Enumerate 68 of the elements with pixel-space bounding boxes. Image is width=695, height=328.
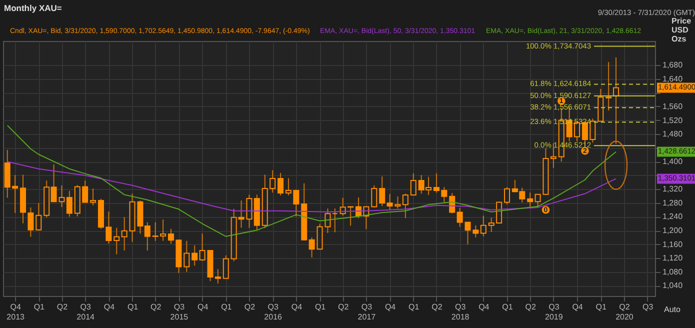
y-tick-label: 1,520 [662,116,684,125]
y-tick-label: 1,480 [662,130,684,139]
x-tick-label: Q3 2018 [451,302,470,322]
x-tick-label: Q3 2019 [545,302,564,322]
candlestick [278,172,284,196]
x-tick-label: Q1 [502,302,514,312]
x-tick-label: Q3 2016 [264,302,283,322]
x-tick-label: Q1 [596,302,608,312]
y-tick-label: 1,040 [662,281,684,290]
y-axis-title: Price USD Ozs [672,16,692,44]
candlestick [222,254,229,279]
line-series [6,124,617,237]
x-tick-label: Q2 [244,302,256,312]
x-tick-label: Q2 [525,302,536,312]
x-tick-label: Q4 [104,302,116,312]
x-tick-label: Q1 [314,302,326,312]
chart-title: Monthly XAU= [4,3,62,13]
x-tick-label: Q4 [291,302,303,312]
candlestick [332,208,338,233]
candlestick [527,192,534,208]
candlestick [410,172,416,196]
candlestick [308,236,315,258]
x-tick-label: Q4 [478,302,490,312]
candlestick [90,188,96,206]
x-tick-label: Q2 [56,302,68,312]
candlestick [379,176,386,207]
candlestick [114,227,120,255]
y-tick-label: 1,320 [662,184,684,194]
candlestick [480,215,486,237]
text: Auto [664,305,682,314]
x-tick-label: Q4 [197,302,209,312]
candlestick [192,244,198,266]
x-tick-label: Q3 2015 [170,302,189,322]
y-tick-label: 1,160 [662,240,684,249]
y-tick-label: 1,240 [662,212,684,222]
x-tick-label: Q4 [572,302,584,312]
candlestick [456,207,463,228]
candlestick [214,268,221,284]
x-tick-label: Q4 2013 [6,302,26,322]
y-tick-label: 1,120 [662,254,684,263]
candlestick [402,193,408,219]
x-tick-label: Q1 [127,302,139,312]
candlestick [66,190,72,218]
candlestick [36,202,42,232]
candlestick [613,56,620,145]
y-tick-label: 1,080 [662,267,684,276]
candlestick [121,216,128,252]
x-tick-label: Q2 [432,302,443,312]
x-tick-label: Q3 2014 [76,302,96,322]
y-tick-label: 1,200 [662,226,684,236]
x-tick-label: Q2 [338,302,350,312]
x-tick-label: Q1 [408,302,420,312]
x-tick-label: Q3 [642,302,654,312]
x-tick-label: Q2 [150,302,162,312]
x-tick-label: Q3 2017 [358,302,376,322]
x-tick-label: Q1 [34,302,46,312]
y-tick-label: 1,280 [662,198,684,208]
candlestick [606,62,612,112]
x-tick-label: Q1 [221,302,232,312]
candlestick [371,184,378,208]
y-tick-label: 1,560 [662,102,684,111]
y-tick-label: 1,400 [662,157,684,166]
candlestick [184,240,190,272]
y-tick-label: 1,640 [662,74,684,84]
x-tick-label: Q2 2020 [616,302,634,322]
y-tick-label: 1,680 [662,60,684,70]
x-tick-label: Q4 [384,302,396,312]
candlestick [504,186,510,205]
